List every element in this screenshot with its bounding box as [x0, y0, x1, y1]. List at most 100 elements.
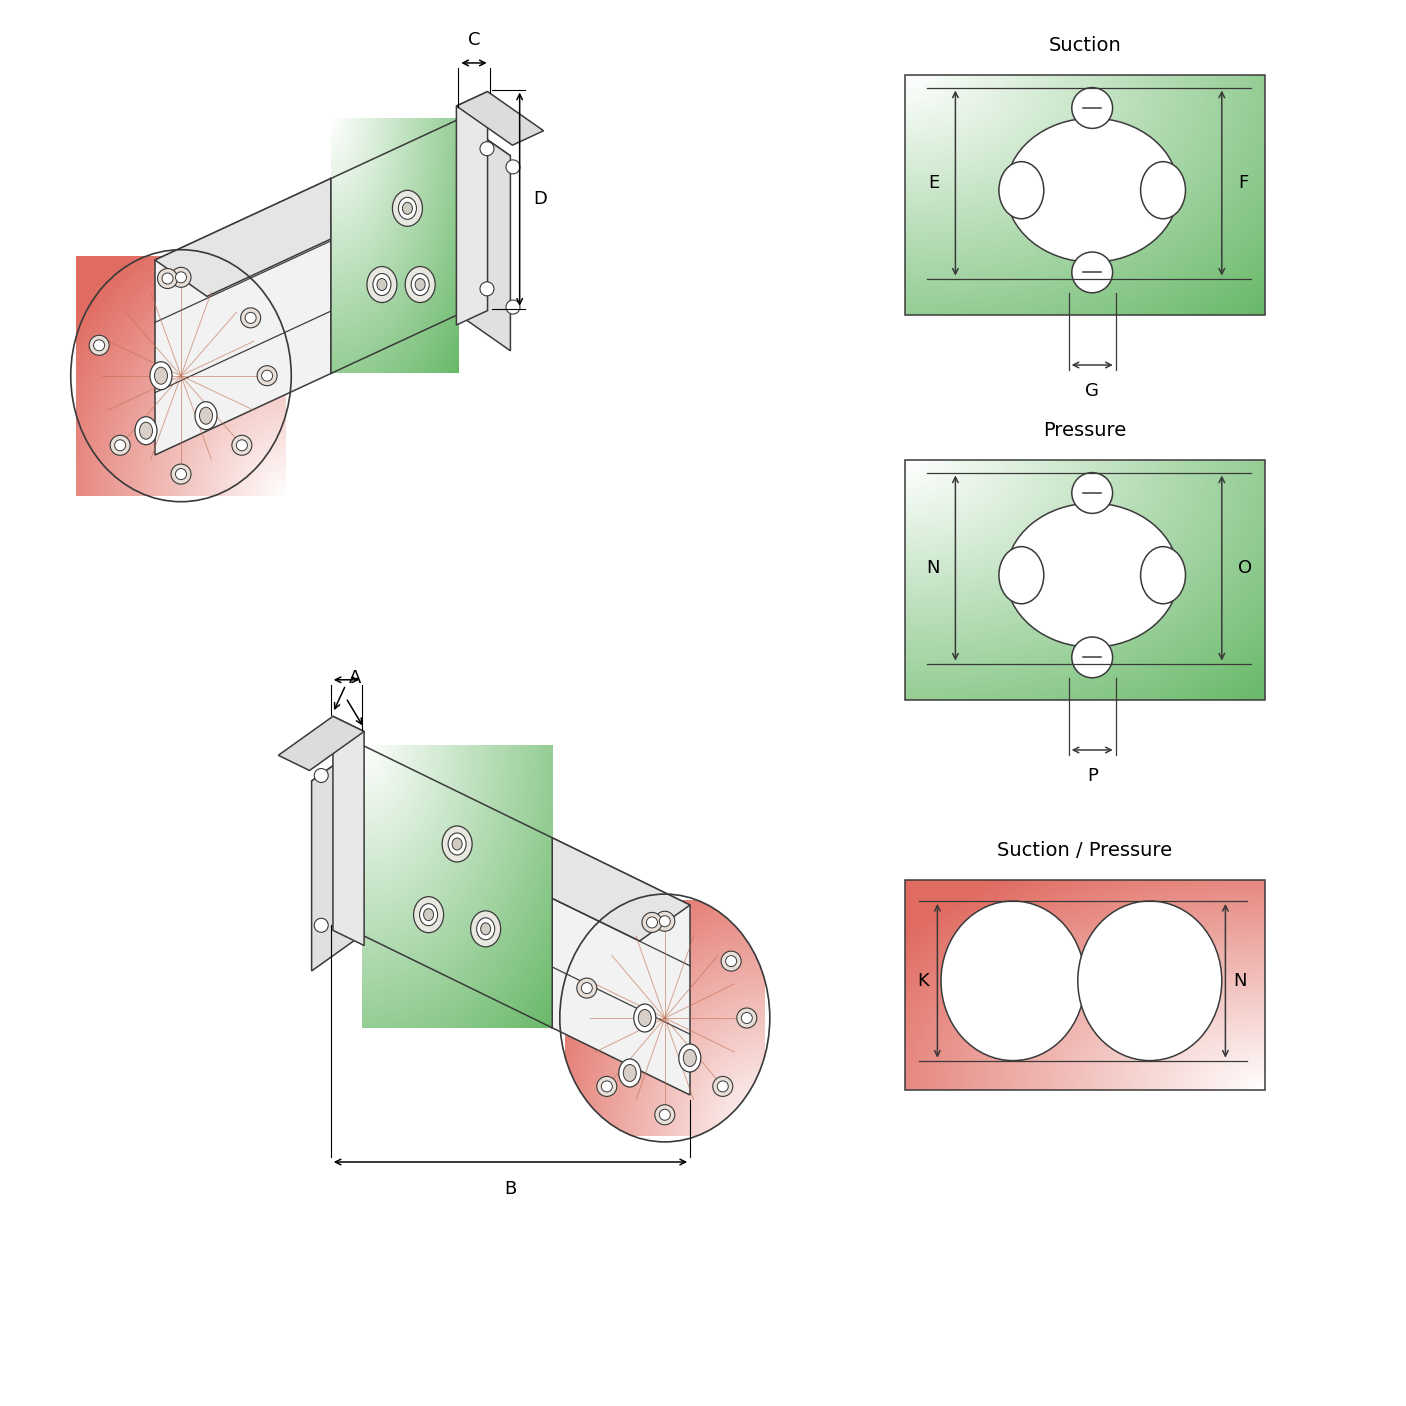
Ellipse shape	[576, 979, 596, 998]
Polygon shape	[361, 745, 690, 1095]
Text: D: D	[534, 190, 547, 208]
Ellipse shape	[655, 911, 675, 931]
Polygon shape	[457, 91, 488, 325]
Ellipse shape	[195, 402, 217, 430]
Ellipse shape	[245, 312, 256, 323]
Ellipse shape	[398, 197, 416, 219]
Ellipse shape	[725, 956, 737, 967]
Ellipse shape	[717, 1081, 728, 1092]
Ellipse shape	[411, 274, 429, 295]
Ellipse shape	[683, 1049, 696, 1067]
Text: A: A	[349, 669, 361, 686]
Ellipse shape	[367, 267, 396, 302]
Ellipse shape	[477, 918, 495, 939]
Ellipse shape	[1071, 87, 1112, 128]
Ellipse shape	[506, 160, 520, 174]
Text: Pressure: Pressure	[1043, 420, 1126, 440]
Ellipse shape	[172, 267, 191, 287]
Bar	[905, 460, 1265, 700]
Ellipse shape	[647, 917, 658, 928]
Ellipse shape	[236, 440, 247, 451]
Ellipse shape	[619, 1059, 641, 1087]
Ellipse shape	[314, 918, 328, 932]
Ellipse shape	[419, 904, 437, 925]
Ellipse shape	[150, 361, 172, 389]
Polygon shape	[278, 716, 364, 770]
Ellipse shape	[1078, 901, 1222, 1060]
Ellipse shape	[659, 915, 671, 927]
Ellipse shape	[623, 1064, 637, 1081]
Ellipse shape	[405, 267, 436, 302]
Ellipse shape	[1071, 252, 1112, 292]
Ellipse shape	[115, 440, 125, 451]
Ellipse shape	[89, 335, 110, 356]
Ellipse shape	[941, 901, 1085, 1060]
Text: F: F	[1237, 174, 1249, 193]
Ellipse shape	[402, 202, 412, 214]
Ellipse shape	[1005, 118, 1178, 262]
Ellipse shape	[1140, 162, 1185, 219]
Text: B: B	[505, 1180, 516, 1198]
Polygon shape	[457, 91, 544, 145]
Ellipse shape	[392, 190, 422, 226]
Ellipse shape	[506, 299, 520, 314]
Ellipse shape	[1140, 547, 1185, 603]
Ellipse shape	[415, 278, 425, 291]
Ellipse shape	[139, 422, 152, 439]
Ellipse shape	[741, 1012, 752, 1024]
Ellipse shape	[1005, 503, 1178, 647]
Bar	[905, 75, 1265, 315]
Ellipse shape	[634, 1004, 655, 1032]
Text: G: G	[1085, 382, 1099, 399]
Ellipse shape	[157, 269, 177, 288]
Ellipse shape	[1071, 637, 1112, 678]
Ellipse shape	[155, 367, 167, 384]
Ellipse shape	[449, 832, 467, 855]
Ellipse shape	[655, 1105, 675, 1125]
Text: O: O	[1237, 560, 1251, 576]
Ellipse shape	[257, 366, 277, 385]
Text: E: E	[928, 174, 939, 193]
Ellipse shape	[441, 825, 472, 862]
Bar	[905, 880, 1265, 1090]
Polygon shape	[458, 120, 510, 352]
Ellipse shape	[200, 408, 212, 425]
Polygon shape	[155, 120, 510, 297]
Ellipse shape	[240, 308, 260, 328]
Ellipse shape	[479, 142, 494, 156]
Ellipse shape	[602, 1081, 613, 1092]
Ellipse shape	[176, 271, 187, 283]
Polygon shape	[333, 716, 364, 945]
Ellipse shape	[481, 922, 491, 935]
Ellipse shape	[638, 1010, 651, 1026]
Ellipse shape	[1071, 472, 1112, 513]
Ellipse shape	[262, 370, 273, 381]
Ellipse shape	[998, 547, 1043, 603]
Text: N: N	[1233, 972, 1247, 990]
Ellipse shape	[737, 1008, 756, 1028]
Ellipse shape	[679, 1045, 700, 1071]
Ellipse shape	[232, 436, 252, 456]
Ellipse shape	[713, 1077, 733, 1097]
Ellipse shape	[471, 911, 501, 946]
Ellipse shape	[110, 436, 131, 456]
Ellipse shape	[659, 1109, 671, 1121]
Text: C: C	[468, 31, 481, 49]
Ellipse shape	[479, 281, 494, 295]
Ellipse shape	[596, 1077, 617, 1097]
Ellipse shape	[377, 278, 387, 291]
Ellipse shape	[998, 162, 1043, 219]
Ellipse shape	[373, 274, 391, 295]
Ellipse shape	[453, 838, 463, 851]
Ellipse shape	[413, 897, 443, 932]
Ellipse shape	[643, 912, 662, 932]
Ellipse shape	[135, 416, 157, 444]
Ellipse shape	[176, 468, 187, 479]
Ellipse shape	[314, 769, 328, 783]
Text: P: P	[1087, 768, 1098, 785]
Text: Suction / Pressure: Suction / Pressure	[997, 841, 1173, 860]
Polygon shape	[155, 120, 458, 456]
Polygon shape	[312, 745, 361, 972]
Text: K: K	[918, 972, 929, 990]
Ellipse shape	[721, 950, 741, 972]
